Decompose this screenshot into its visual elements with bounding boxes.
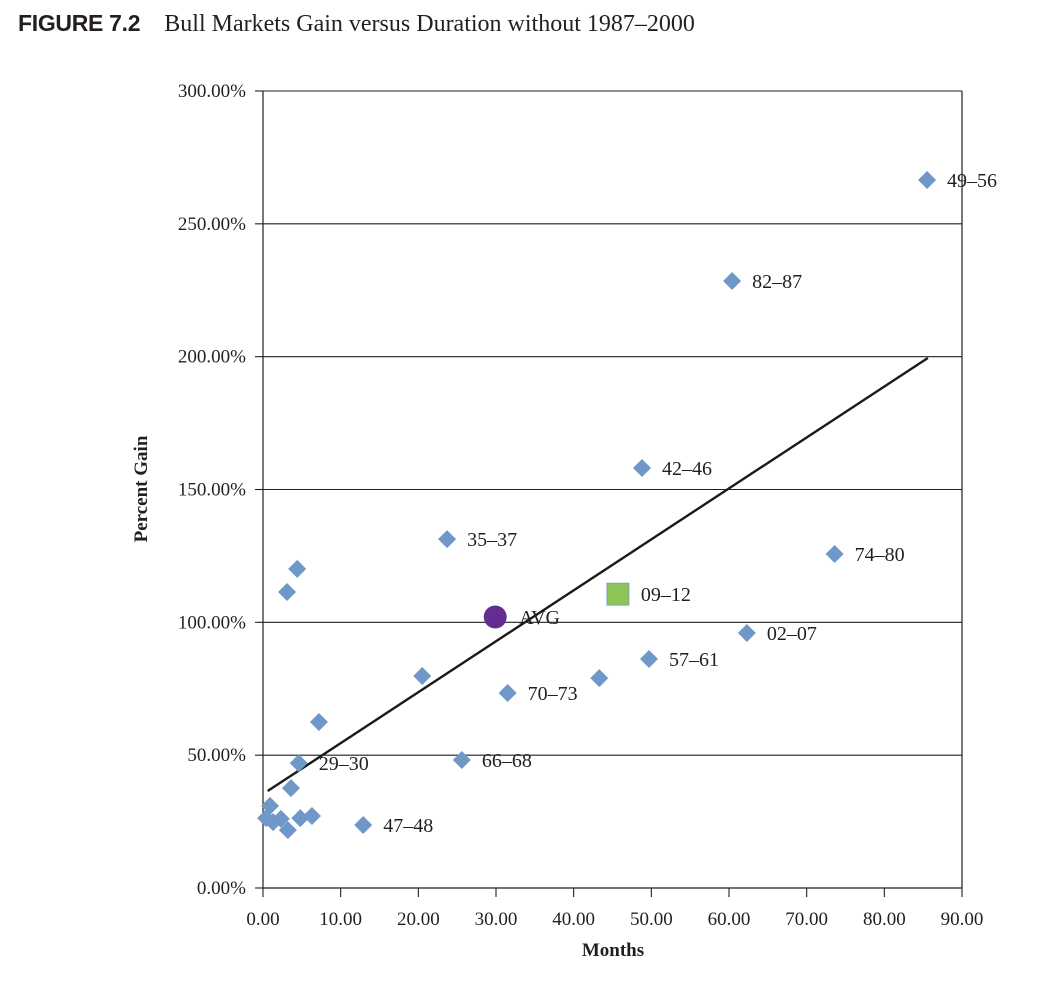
point-label: 02–07: [767, 623, 817, 645]
point-label: 74–80: [855, 544, 905, 566]
figure-title: Bull Markets Gain versus Duration withou…: [164, 11, 695, 37]
x-tick-label: 60.00: [708, 909, 751, 930]
diamond-marker: [289, 754, 308, 773]
point-label: AVG: [519, 607, 560, 629]
y-tick-label: 100.00%: [178, 612, 246, 633]
trendline-group: [267, 356, 929, 793]
point-label: 57–61: [669, 649, 719, 671]
average-marker: [483, 605, 507, 629]
diamond-marker: [737, 623, 756, 642]
figure-number: FIGURE 7.2: [18, 10, 141, 36]
diamond-marker: [302, 807, 321, 826]
diamond-marker: [271, 809, 290, 828]
point-labels: 49–56 82–87 42–46 35–37 74–80 02–07 57–61 70–73…: [319, 170, 997, 837]
point-label: 09–12: [641, 584, 691, 606]
trendline: [267, 356, 929, 793]
diamond-marker: [278, 821, 297, 840]
x-axis-title: Months: [582, 940, 644, 961]
diamond-marker: [723, 271, 742, 290]
y-tick-label: 0.00%: [197, 878, 246, 899]
point-label: 82–87: [752, 271, 802, 293]
point-label: 29–30: [319, 753, 369, 775]
axes: [255, 90, 963, 897]
y-tick-label: 200.00%: [178, 347, 246, 368]
x-tick-label: 90.00: [941, 909, 984, 930]
x-tick-label: 0.00: [246, 909, 279, 930]
diamond-marker: [291, 809, 310, 828]
x-tick-label: 20.00: [397, 909, 440, 930]
x-tick-label: 70.00: [785, 909, 828, 930]
diamond-marker: [288, 559, 307, 578]
diamond-marker: [452, 750, 471, 769]
x-tick-label: 10.00: [319, 909, 362, 930]
diamond-marker: [640, 649, 659, 668]
y-tick-label: 50.00%: [187, 745, 246, 766]
data-points: [257, 170, 937, 840]
y-tick-label: 250.00%: [178, 214, 246, 235]
point-label: 35–37: [467, 529, 517, 551]
y-tick-label: 300.00%: [178, 81, 246, 102]
diamond-marker: [438, 530, 457, 549]
gridlines: [263, 90, 962, 756]
x-tick-label: 40.00: [552, 909, 595, 930]
y-tick-label: 150.00%: [178, 480, 246, 501]
x-tick-label: 30.00: [475, 909, 518, 930]
point-label: 49–56: [947, 170, 997, 192]
diamond-marker: [825, 545, 844, 564]
diamond-marker: [281, 779, 300, 798]
diamond-marker: [498, 684, 517, 703]
diamond-marker: [633, 458, 652, 477]
figure-header: FIGURE 7.2 Bull Markets Gain versus Dura…: [18, 10, 695, 38]
diamond-marker: [278, 583, 297, 602]
current-market-marker: [606, 582, 630, 606]
diamond-marker: [918, 170, 937, 189]
diamond-marker: [590, 669, 609, 688]
diamond-marker: [354, 816, 373, 835]
point-label: 70–73: [528, 683, 578, 705]
x-tick-label: 80.00: [863, 909, 906, 930]
point-label: 66–68: [482, 750, 532, 772]
point-label: 47–48: [383, 815, 433, 837]
point-label: 42–46: [662, 458, 712, 480]
x-tick-label: 50.00: [630, 909, 673, 930]
diamond-marker: [413, 666, 432, 685]
y-axis-title: Percent Gain: [131, 435, 152, 542]
tick-labels: 0.00% 50.00% 100.00% 150.00% 200.00% 250.00% 3…: [178, 81, 983, 930]
diamond-marker: [309, 712, 328, 731]
